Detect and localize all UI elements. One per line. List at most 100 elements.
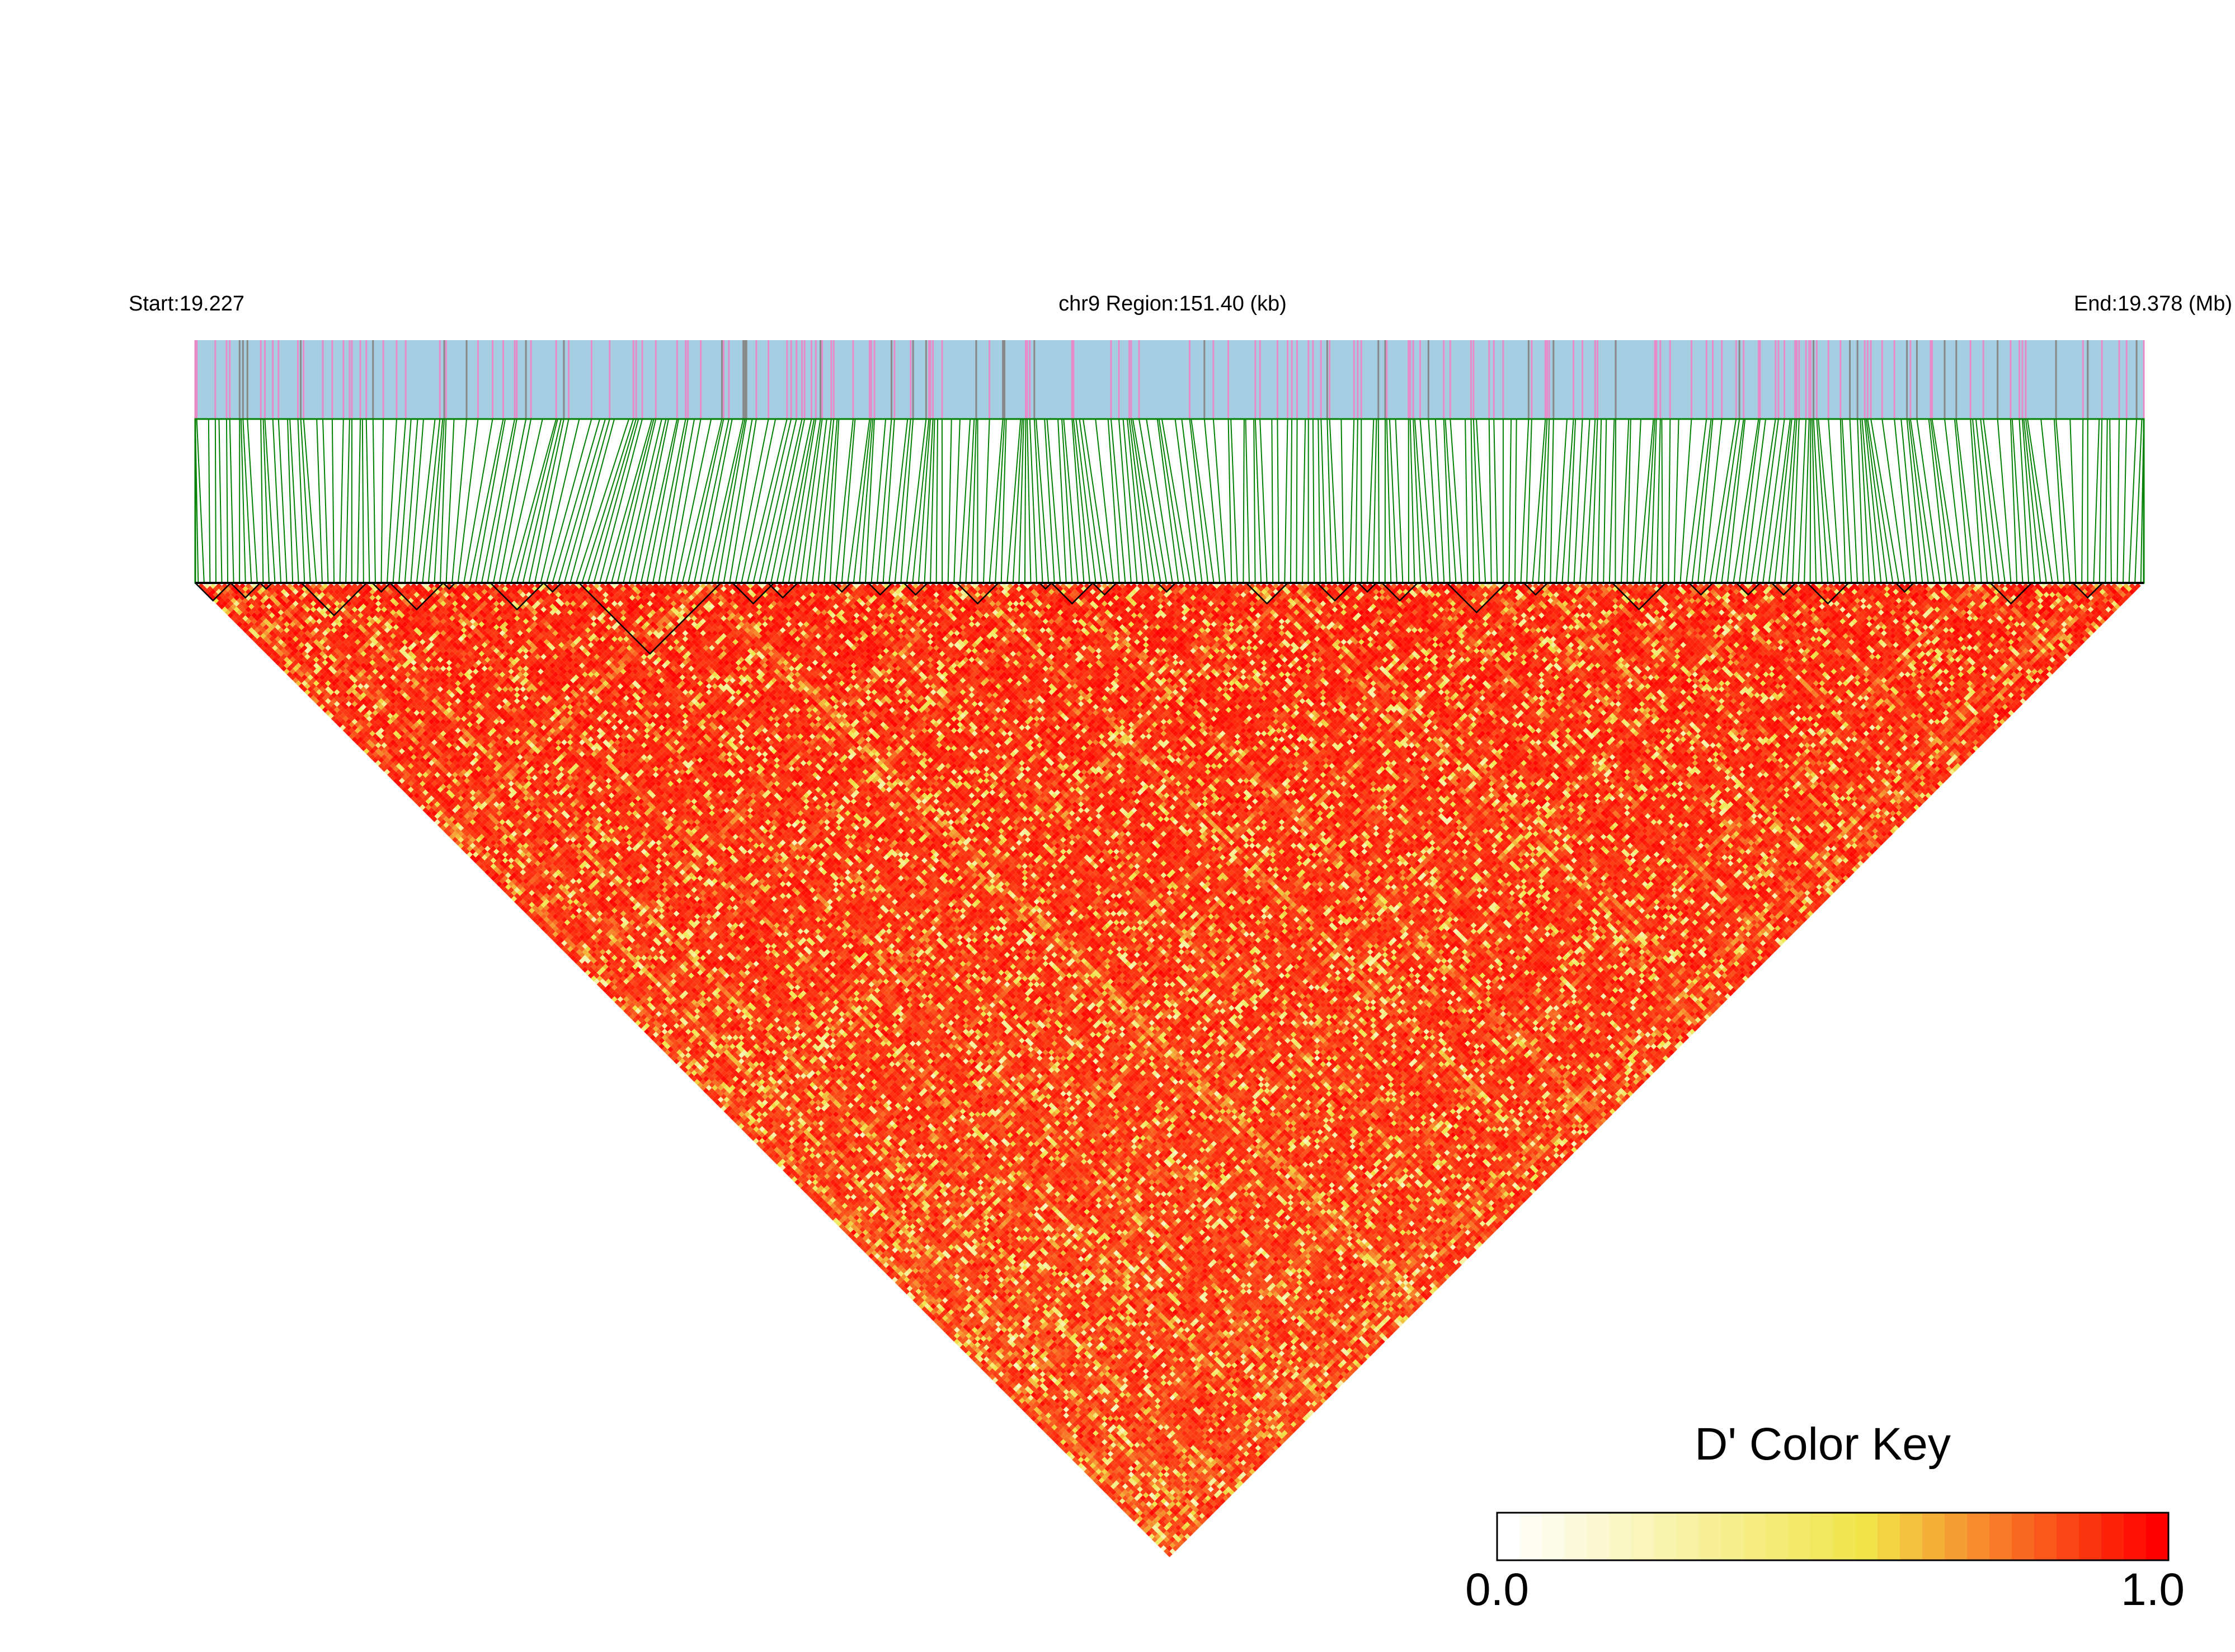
snp-tick: [1033, 340, 1035, 419]
snp-connector: [323, 419, 328, 583]
snp-tick: [1546, 340, 1548, 419]
snp-tick: [721, 340, 723, 419]
snp-tick: [1488, 340, 1490, 419]
snp-tick: [1597, 340, 1598, 419]
snp-tick: [1881, 340, 1883, 419]
snp-connector: [411, 419, 424, 583]
snp-connector: [1231, 419, 1238, 583]
snp-connector: [1367, 419, 1373, 583]
snp-tick: [2055, 340, 2057, 419]
snp-tick: [349, 340, 350, 419]
snp-connector: [1592, 419, 1597, 583]
snp-tick: [303, 340, 304, 419]
snp-connector: [1909, 419, 1928, 583]
snp-connector: [1871, 419, 1899, 583]
snp-tick: [405, 340, 407, 419]
snp-tick: [260, 340, 262, 419]
snp-tick: [1615, 340, 1616, 419]
snp-connector: [1465, 419, 1467, 583]
snp-tick: [830, 340, 832, 419]
snp-tick: [396, 340, 397, 419]
snp-connector: [1158, 419, 1179, 583]
snp-tick: [1983, 340, 1984, 419]
snp-tick: [925, 340, 927, 419]
snp-connector: [1254, 419, 1255, 583]
snp-tick: [1931, 340, 1933, 419]
snp-tick: [439, 340, 441, 419]
snp-tick: [1659, 340, 1661, 419]
snp-tick: [525, 340, 527, 419]
snp-connector: [298, 419, 304, 583]
snp-connector: [1489, 419, 1491, 583]
snp-connector: [747, 419, 787, 583]
snp-tick: [445, 340, 447, 419]
snp-connector: [247, 419, 257, 583]
snp-tick: [1654, 340, 1656, 419]
snp-tick: [1909, 340, 1911, 419]
snp-tick: [1291, 340, 1293, 419]
snp-connector: [1204, 419, 1220, 583]
snp-tick: [1808, 340, 1810, 419]
snp-connector: [1130, 419, 1149, 583]
snp-connector: [1757, 419, 1778, 583]
snp-connector: [1533, 419, 1546, 583]
snp-connector: [332, 419, 334, 583]
snp-connector: [1538, 419, 1547, 583]
snp-tick: [1775, 340, 1776, 419]
snp-connector: [1509, 419, 1511, 583]
snp-tick: [655, 340, 657, 419]
snp-connector: [2082, 419, 2083, 583]
snp-tick: [1573, 340, 1574, 419]
snp-tick: [214, 340, 216, 419]
snp-tick: [372, 340, 374, 419]
snp-connector: [995, 419, 1004, 583]
snp-tick: [744, 340, 746, 419]
snp-tick: [1721, 340, 1723, 419]
snp-tick: [1026, 340, 1028, 419]
snp-connector: [1545, 419, 1549, 583]
snp-connector: [1058, 419, 1066, 583]
snp-connector: [1866, 419, 1887, 583]
snp-connector: [1272, 419, 1273, 583]
snp-connector: [399, 419, 411, 583]
snp-connector: [1931, 419, 1952, 583]
snp-connector: [1860, 419, 1869, 583]
snp-connector: [1321, 419, 1326, 583]
snp-tick: [768, 340, 769, 419]
snp-tick: [514, 340, 515, 419]
snp-tick: [1450, 340, 1451, 419]
snp-tick: [196, 340, 197, 419]
snp-tick: [1545, 340, 1546, 419]
snp-tick: [930, 340, 931, 419]
snp-connector: [1474, 419, 1480, 583]
snp-tick: [1386, 340, 1387, 419]
snp-connector: [1373, 419, 1377, 583]
snp-tick: [1784, 340, 1785, 419]
snp-tick: [1796, 340, 1798, 419]
snp-connector: [1133, 419, 1161, 583]
snp-connector: [1983, 419, 2005, 583]
snp-tick: [465, 340, 467, 419]
snp-connector: [641, 419, 677, 583]
snp-connector: [1313, 419, 1314, 583]
snp-tick: [1227, 340, 1229, 419]
snp-tick: [1735, 340, 1737, 419]
snp-connector: [452, 419, 467, 583]
snp-tick: [1307, 340, 1309, 419]
snp-connector: [718, 419, 746, 583]
snp-connector: [317, 419, 322, 583]
snp-connector: [1296, 419, 1297, 583]
snp-connector: [227, 419, 228, 583]
snp-connector: [1812, 419, 1816, 583]
snp-tick: [1377, 340, 1379, 419]
snp-tick: [1930, 340, 1931, 419]
snp-tick: [1493, 340, 1495, 419]
snp-tick: [1706, 340, 1707, 419]
snp-tick: [365, 340, 367, 419]
snp-tick: [2101, 340, 2103, 419]
snp-tick: [1329, 340, 1330, 419]
snp-connector: [937, 419, 938, 583]
snp-connector: [1450, 419, 1462, 583]
snp-tick: [1810, 340, 1811, 419]
snp-connector: [1556, 419, 1567, 583]
